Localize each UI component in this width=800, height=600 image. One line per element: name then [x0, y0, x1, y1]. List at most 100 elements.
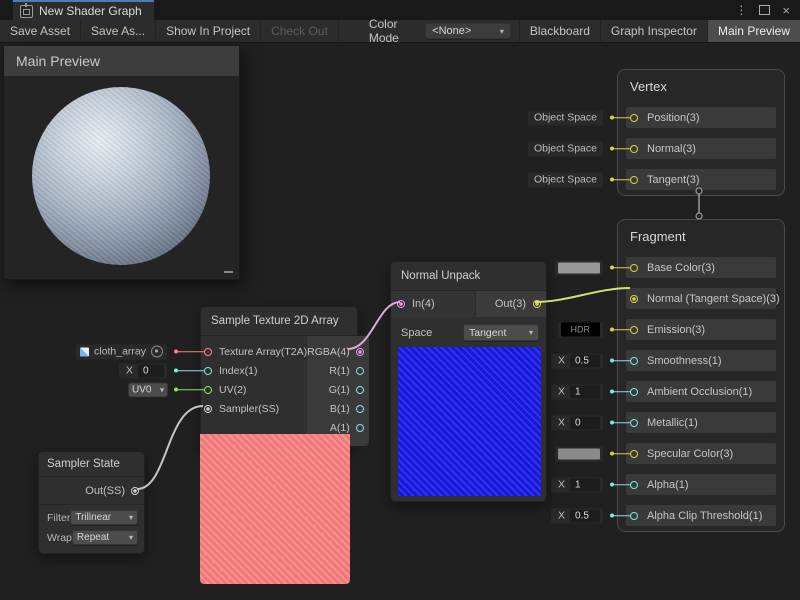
- input-port[interactable]: [630, 263, 638, 272]
- graph-canvas[interactable]: Main Preview Vertex Object Space: [0, 43, 800, 600]
- input-texture-array: cloth_array Texture Array(T2A): [75, 342, 307, 361]
- port-connector-dot: [610, 146, 614, 151]
- texture-icon: [80, 347, 90, 356]
- edge-out-to-normal[interactable]: [534, 287, 631, 303]
- input-port[interactable]: [630, 418, 638, 427]
- resize-handle[interactable]: [224, 271, 233, 273]
- float-input-widget[interactable]: X 0.5: [549, 507, 604, 524]
- output-port-connected[interactable]: [355, 347, 364, 356]
- input-port[interactable]: [630, 175, 638, 184]
- save-asset-button[interactable]: Save Asset: [0, 20, 82, 42]
- texture-object-field[interactable]: cloth_array: [75, 343, 168, 360]
- float-value-field[interactable]: 0: [570, 416, 600, 429]
- float-input-widget[interactable]: X 1: [549, 476, 604, 493]
- output-rgba: RGBA(4): [307, 342, 364, 361]
- float-value-field[interactable]: 0: [138, 364, 164, 377]
- float-value-field[interactable]: 0.5: [570, 354, 600, 367]
- normal-map-preview-blue: [398, 347, 541, 496]
- main-preview-header[interactable]: Main Preview: [4, 46, 239, 76]
- kebab-menu-icon[interactable]: ⋮: [735, 3, 748, 17]
- input-port[interactable]: [630, 356, 638, 365]
- color-swatch: [558, 448, 600, 459]
- output-b: B(1): [307, 399, 364, 418]
- graph-toolbar: Save Asset Save As... Show In Project Ch…: [0, 17, 800, 45]
- main-preview-window[interactable]: Main Preview: [3, 45, 240, 280]
- input-port-connected[interactable]: [204, 404, 212, 413]
- node-vertex[interactable]: Vertex Object Space Position(3): [526, 69, 785, 196]
- fragment-slot-alpha: X 1 Alpha(1): [549, 474, 776, 495]
- node-normal-unpack[interactable]: Normal Unpack In(4) Out(3) Space Tangent…: [390, 261, 547, 502]
- output-port-connected[interactable]: [533, 300, 541, 308]
- tab-new-shader-graph[interactable]: New Shader Graph: [13, 0, 154, 20]
- close-icon[interactable]: ×: [782, 2, 790, 18]
- input-port-connected[interactable]: [630, 294, 638, 303]
- chevron-down-icon: ▾: [159, 385, 164, 394]
- fragment-slot-alpha-clip: X 0.5 Alpha Clip Threshold(1): [549, 505, 776, 526]
- float-input-widget[interactable]: X 1: [549, 383, 604, 400]
- edge-sampler-state-to-sampler[interactable]: [136, 405, 204, 490]
- node-sample-texture-2d-array[interactable]: Sample Texture 2D Array cloth_array: [75, 306, 369, 600]
- filter-dropdown[interactable]: Trilinear ▾: [70, 510, 138, 525]
- wrap-row: Wrap Repeat ▾: [39, 525, 144, 545]
- float-value-field[interactable]: 1: [570, 478, 600, 491]
- space-label: Space: [401, 326, 433, 339]
- output-port[interactable]: [355, 404, 364, 413]
- float-value-field[interactable]: 1: [570, 385, 600, 398]
- object-picker-icon[interactable]: [151, 345, 163, 358]
- input-port[interactable]: [630, 480, 638, 489]
- graph-inspector-button[interactable]: Graph Inspector: [599, 20, 707, 42]
- input-uv: UV0 ▾ UV(2): [128, 380, 307, 399]
- input-port[interactable]: [204, 385, 212, 394]
- port-connector-dot: [174, 387, 178, 392]
- color-mode-dropdown[interactable]: <None> ▾: [425, 23, 511, 39]
- main-preview-button[interactable]: Main Preview: [706, 20, 800, 42]
- output-g: G(1): [307, 380, 364, 399]
- preview-sphere: [32, 87, 210, 265]
- uv-channel-dropdown[interactable]: UV0 ▾: [128, 382, 168, 397]
- node-title: Vertex: [630, 79, 667, 94]
- node-title: Sample Texture 2D Array: [201, 307, 357, 336]
- port-connector-dot: [174, 349, 178, 354]
- maximize-icon[interactable]: [759, 5, 771, 15]
- object-space-widget[interactable]: Object Space: [526, 140, 604, 157]
- output-out3: Out(3): [476, 291, 546, 317]
- input-port-connected[interactable]: [397, 300, 405, 308]
- output-port-connected[interactable]: [131, 486, 139, 495]
- input-port[interactable]: [204, 347, 212, 356]
- output-port[interactable]: [355, 385, 364, 394]
- fragment-slot-specular-color: Specular Color(3): [554, 443, 776, 464]
- float-input-widget[interactable]: X 0.5: [549, 352, 604, 369]
- node-sampler-state[interactable]: Sampler State Out(SS) Filter Trilinear ▾…: [38, 451, 145, 554]
- port-connector-dot: [610, 115, 614, 120]
- blackboard-button[interactable]: Blackboard: [518, 20, 600, 42]
- space-dropdown[interactable]: Tangent ▾: [463, 324, 539, 341]
- object-space-widget[interactable]: Object Space: [526, 109, 604, 126]
- node-fragment[interactable]: Fragment Base Color(3) Normal (Tangent S…: [549, 219, 785, 532]
- node-title: Sampler State: [39, 452, 144, 477]
- input-port[interactable]: [630, 144, 638, 153]
- input-port[interactable]: [630, 113, 638, 122]
- color-swatch-widget[interactable]: [554, 259, 604, 276]
- save-as-button[interactable]: Save As...: [81, 20, 157, 42]
- output-out-ss: Out(SS): [39, 477, 144, 505]
- show-in-project-button[interactable]: Show In Project: [156, 20, 262, 42]
- chevron-down-icon: ▾: [499, 26, 504, 36]
- input-port[interactable]: [630, 449, 638, 458]
- input-port[interactable]: [630, 325, 638, 334]
- check-out-button: Check Out: [261, 20, 339, 42]
- input-port[interactable]: [630, 387, 638, 396]
- output-port[interactable]: [355, 366, 364, 375]
- wrap-dropdown[interactable]: Repeat ▾: [71, 530, 138, 545]
- chevron-down-icon: ▾: [128, 513, 133, 522]
- float-input-widget[interactable]: X 0: [549, 414, 604, 431]
- tab-title: New Shader Graph: [39, 4, 142, 18]
- input-port[interactable]: [630, 511, 638, 520]
- hdr-color-widget[interactable]: HDR: [556, 321, 604, 338]
- color-swatch-widget[interactable]: [554, 445, 604, 462]
- float-value-field[interactable]: 0.5: [570, 509, 600, 522]
- object-space-widget[interactable]: Object Space: [526, 171, 604, 188]
- input-port[interactable]: [204, 366, 212, 375]
- output-port[interactable]: [355, 423, 364, 432]
- input-sampler: Sampler(SS): [204, 399, 307, 418]
- float-input-widget[interactable]: X 0: [117, 362, 168, 379]
